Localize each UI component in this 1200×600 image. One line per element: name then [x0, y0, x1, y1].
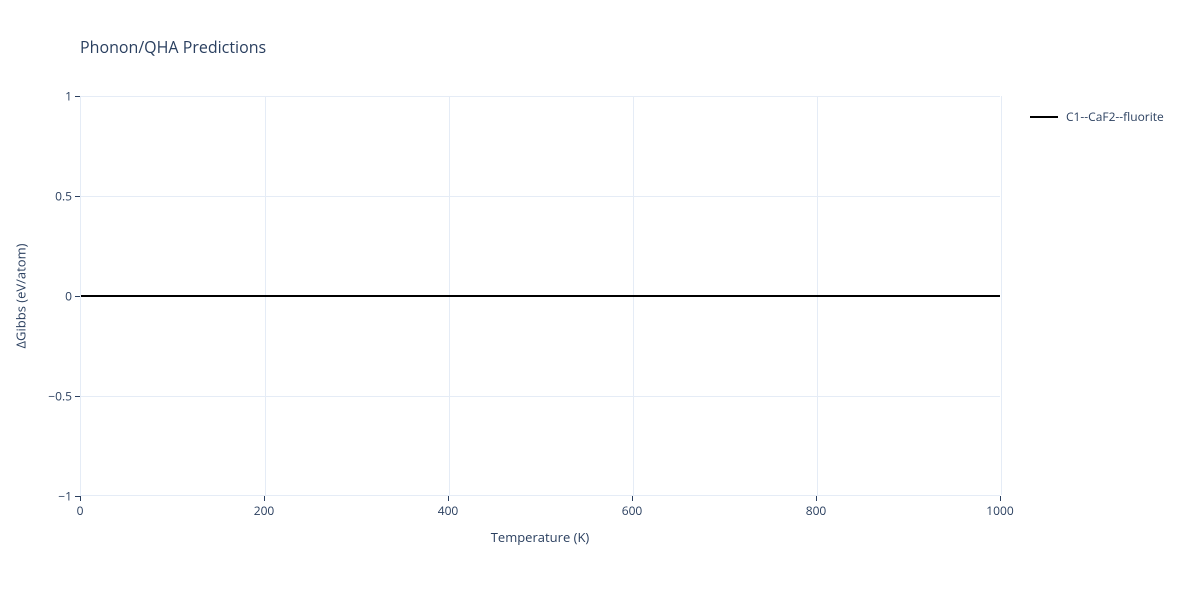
y-tick-label: −1: [58, 488, 72, 505]
y-tick-label: −0.5: [48, 388, 72, 405]
x-tick-label: 0: [77, 502, 84, 519]
y-tick-mark: [75, 496, 80, 497]
x-tick-mark: [816, 496, 817, 501]
x-tick-label: 200: [254, 502, 275, 519]
x-tick-mark: [1000, 496, 1001, 501]
x-tick-label: 800: [806, 502, 827, 519]
gridline-horizontal: [81, 196, 1000, 197]
chart-title: Phonon/QHA Predictions: [80, 36, 266, 58]
y-tick-mark: [75, 296, 80, 297]
y-tick-label: 1: [65, 88, 72, 105]
series-line: [81, 295, 1000, 297]
legend: C1--CaF2--fluorite: [1030, 108, 1164, 125]
gridline-horizontal: [81, 96, 1000, 97]
x-tick-mark: [632, 496, 633, 501]
y-tick-label: 0.5: [55, 188, 72, 205]
x-axis-label: Temperature (K): [80, 528, 1000, 546]
x-tick-mark: [80, 496, 81, 501]
x-tick-mark: [264, 496, 265, 501]
legend-label: C1--CaF2--fluorite: [1066, 108, 1164, 125]
y-tick-mark: [75, 96, 80, 97]
legend-swatch: [1030, 116, 1058, 118]
x-tick-label: 600: [622, 502, 643, 519]
plot-area: [80, 96, 1000, 496]
x-tick-mark: [448, 496, 449, 501]
y-axis-label: ΔGibbs (eV/atom): [11, 244, 29, 349]
y-tick-mark: [75, 396, 80, 397]
x-tick-label: 400: [438, 502, 459, 519]
y-tick-label: 0: [65, 288, 72, 305]
gridline-horizontal: [81, 396, 1000, 397]
y-tick-mark: [75, 196, 80, 197]
gridline-vertical: [1001, 96, 1002, 495]
x-tick-label: 1000: [986, 502, 1013, 519]
chart-container: Phonon/QHA Predictions ΔGibbs (eV/atom) …: [0, 0, 1200, 600]
y-axis-label-container: ΔGibbs (eV/atom): [10, 96, 30, 496]
